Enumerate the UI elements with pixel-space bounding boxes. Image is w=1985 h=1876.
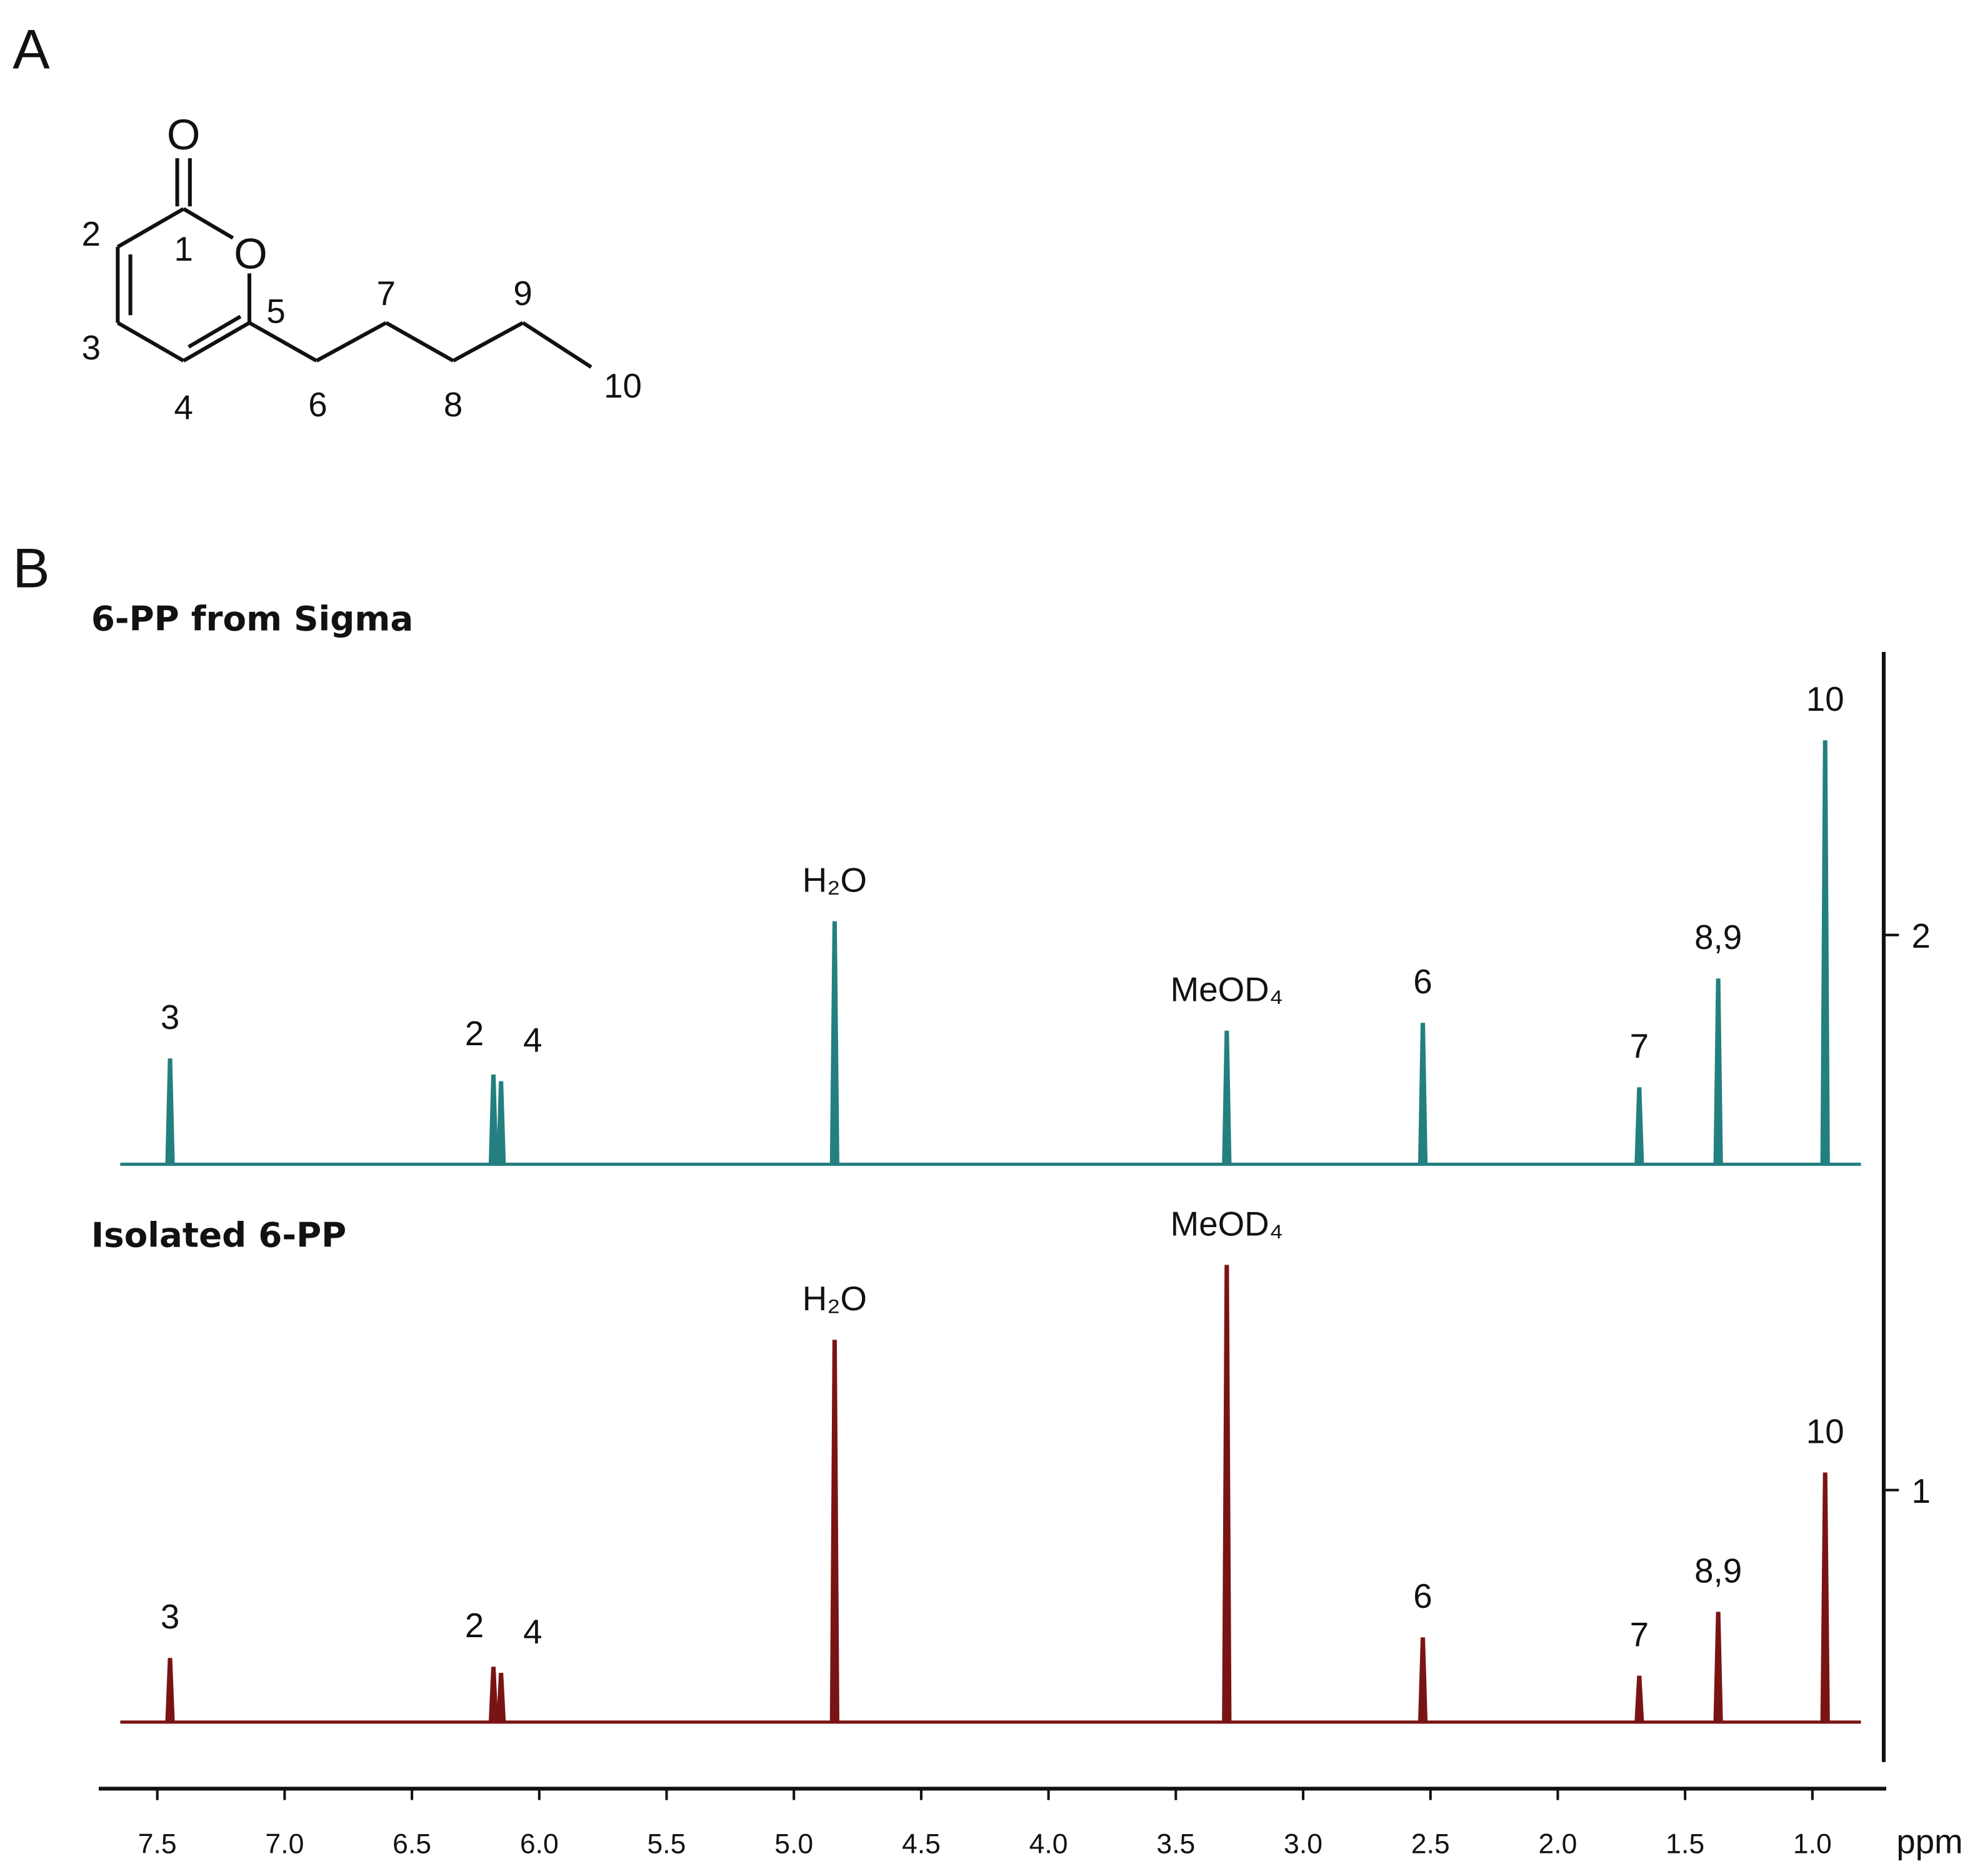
peak-label: MeOD₄	[1171, 970, 1283, 1009]
x-tick-label: 1.5	[1666, 1829, 1704, 1860]
peak	[496, 1673, 506, 1723]
peak	[1418, 1023, 1428, 1165]
peak	[1634, 1675, 1644, 1723]
peak-label: H₂O	[802, 1279, 867, 1318]
bond	[452, 321, 524, 363]
x-tick-label: 2.5	[1411, 1829, 1450, 1860]
peak-label: 4	[523, 1020, 542, 1059]
peak	[829, 1340, 840, 1723]
bond	[248, 321, 318, 363]
x-axis-label: ppm	[1896, 1822, 1962, 1861]
atom-number: 2	[82, 214, 101, 253]
atom-number: 10	[604, 366, 642, 405]
x-tick-label: 2.0	[1538, 1829, 1577, 1860]
peak	[1713, 1612, 1723, 1723]
peak	[488, 1667, 499, 1723]
peak	[1713, 978, 1723, 1165]
x-tick-label: 7.5	[138, 1829, 177, 1860]
bond	[188, 314, 242, 349]
atom-label: O	[234, 229, 268, 278]
atom-number: 4	[174, 388, 192, 426]
peak-label: 3	[161, 998, 179, 1036]
atom-number: 8	[444, 385, 462, 424]
peak-label: 8,9	[1694, 918, 1742, 956]
peak-label: 2	[465, 1606, 484, 1645]
series-title: 6-PP from Sigma	[91, 598, 413, 638]
x-tick-label: 4.5	[902, 1829, 941, 1860]
peak	[1222, 1030, 1232, 1165]
peak	[1820, 1472, 1830, 1723]
panel-label: B	[12, 537, 49, 599]
peak-label: 6	[1413, 1577, 1432, 1615]
peak	[1222, 1265, 1232, 1723]
peak-label: MeOD₄	[1171, 1204, 1283, 1243]
x-tick-label: 3.0	[1284, 1829, 1322, 1860]
x-tick-label: 6.5	[392, 1829, 431, 1860]
bond	[182, 321, 251, 363]
peak-label: 7	[1630, 1615, 1649, 1653]
peak-label: 10	[1806, 1412, 1844, 1450]
peak-label: 7	[1630, 1026, 1649, 1065]
peak-label: 10	[1806, 680, 1844, 718]
x-tick-label: 4.0	[1029, 1829, 1068, 1860]
atom-number: 3	[82, 328, 101, 367]
peak	[829, 921, 840, 1165]
x-tick-label: 6.0	[520, 1829, 559, 1860]
peak-label: 2	[465, 1014, 484, 1053]
y-tick-label: 1	[1912, 1472, 1931, 1510]
bond	[116, 321, 185, 363]
x-tick-label: 1.0	[1793, 1829, 1832, 1860]
peak	[165, 1658, 175, 1723]
bond	[182, 207, 234, 240]
atom-number: 9	[513, 274, 532, 313]
peak-label: H₂O	[802, 861, 867, 900]
peak	[1418, 1637, 1428, 1723]
peak	[496, 1081, 506, 1165]
peak	[1820, 740, 1830, 1165]
molecule	[116, 158, 592, 369]
atom-number: 6	[308, 385, 327, 424]
x-tick-label: 5.0	[774, 1829, 813, 1860]
panel-label: A	[12, 18, 50, 80]
peak-label: 4	[523, 1612, 542, 1651]
bond	[521, 321, 592, 369]
atom-number: 5	[266, 291, 285, 330]
peak-label: 6	[1413, 962, 1432, 1001]
atom-label: O	[167, 111, 201, 159]
series-title: Isolated 6-PP	[91, 1215, 346, 1255]
atom-number: 7	[377, 274, 396, 313]
x-tick-label: 5.5	[648, 1829, 686, 1860]
x-tick-label: 7.0	[265, 1829, 304, 1860]
peak	[1634, 1087, 1644, 1165]
bond	[315, 321, 388, 363]
atom-number: 1	[174, 229, 192, 268]
bond	[385, 321, 454, 363]
bond	[116, 207, 185, 249]
x-tick-label: 3.5	[1156, 1829, 1195, 1860]
peak-label: 8,9	[1694, 1551, 1742, 1590]
peak	[488, 1074, 499, 1165]
y-tick-label: 2	[1912, 916, 1931, 955]
peak-label: 3	[161, 1597, 179, 1636]
peak	[165, 1058, 175, 1165]
